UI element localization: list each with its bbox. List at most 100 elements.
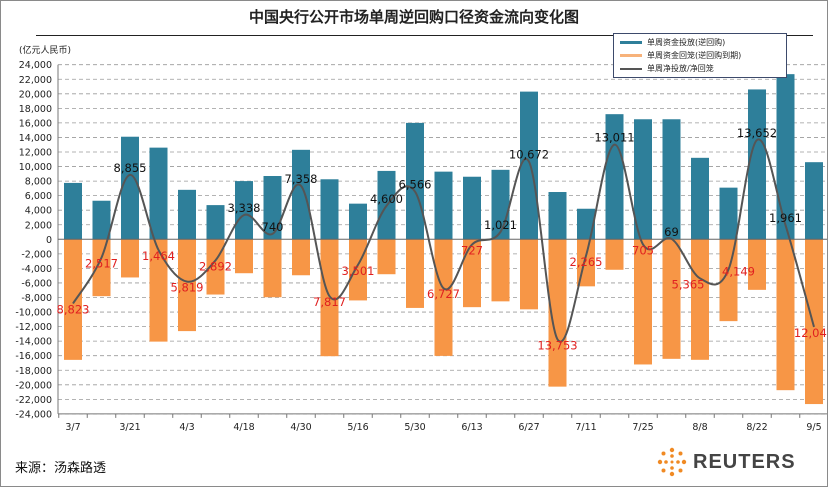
maturity-bar [178, 239, 196, 332]
injection-bar [64, 182, 82, 240]
injection-bar [406, 122, 424, 240]
y-tick-label: 16,000 [19, 118, 52, 129]
net-data-label: 727 [461, 244, 483, 258]
net-line [72, 138, 815, 343]
net-data-label: 8,823 [57, 302, 90, 316]
y-tick-label: -24,000 [15, 409, 52, 420]
reuters-dots-icon [657, 447, 687, 477]
y-tick-label: 18,000 [19, 104, 52, 115]
maturity-bar [805, 239, 823, 405]
reuters-logo: REUTERS [657, 447, 796, 477]
maturity-bar [748, 239, 766, 290]
legend-swatch [620, 67, 642, 70]
net-data-label: 1,961 [769, 211, 802, 225]
maturity-bar [235, 239, 253, 274]
maturity-bar [292, 239, 310, 276]
injection-bar [805, 162, 823, 240]
x-tick-label: 7/25 [632, 422, 653, 433]
injection-bar [292, 149, 310, 240]
injection-bar [548, 192, 567, 240]
y-tick-label: 24,000 [19, 60, 52, 71]
net-data-label: 2,517 [85, 257, 118, 271]
maturity-bar [64, 239, 82, 360]
y-tick-label: -4,000 [21, 264, 52, 275]
net-data-label: 2,265 [570, 255, 603, 269]
y-tick-label: 20,000 [19, 89, 52, 100]
y-tick-label: -18,000 [15, 366, 52, 377]
maturity-bar [691, 239, 709, 360]
maturity-bar [121, 239, 139, 278]
x-tick-label: 8/22 [746, 422, 767, 433]
injection-bar [178, 189, 196, 240]
x-tick-label: 5/16 [347, 422, 368, 433]
net-data-label: 12,047 [794, 326, 827, 340]
y-tick-label: 4,000 [25, 206, 52, 217]
injection-bar [520, 91, 538, 240]
maturity-bar [263, 239, 282, 298]
x-tick-label: 7/11 [575, 422, 596, 433]
y-tick-label: 12,000 [19, 148, 52, 159]
injection-bar [434, 171, 453, 240]
maturity-bar [520, 239, 538, 310]
net-data-label: 6,727 [427, 287, 460, 301]
net-data-label: 8,855 [114, 161, 147, 175]
x-tick-label: 9/5 [806, 422, 821, 433]
maturity-bar [463, 239, 481, 308]
injection-bar [320, 179, 339, 240]
injection-bar [349, 203, 367, 240]
source-note: 来源：汤森路透 [15, 461, 107, 476]
legend-item-injection: 单周资金投放(逆回购) [620, 36, 780, 49]
net-data-label: 4,149 [722, 264, 755, 278]
net-data-label: 1,464 [142, 249, 175, 263]
legend-label: 单周资金投放(逆回购) [647, 38, 726, 47]
maturity-bar [406, 239, 424, 308]
net-data-label: 740 [262, 220, 284, 234]
injection-bar [149, 147, 168, 240]
y-tick-label: 10,000 [19, 162, 52, 173]
chart-title: 中国央行公开市场单周逆回购口径资金流向变化图 [248, 8, 579, 26]
net-data-label: 1,021 [484, 218, 517, 232]
net-data-label: 3,338 [228, 201, 261, 215]
injection-bar [263, 176, 282, 240]
y-tick-label: 2,000 [25, 220, 52, 231]
net-data-label: 7,358 [285, 172, 318, 186]
maturity-bar [719, 239, 738, 322]
injection-bar [605, 114, 624, 240]
y-tick-label: -2,000 [21, 249, 52, 260]
net-data-label: 13,011 [594, 131, 634, 145]
legend: 单周资金投放(逆回购) 单周资金回笼(逆回购到期) 单周净投放/净回笼 [613, 33, 787, 78]
y-tick-label: -6,000 [21, 278, 52, 289]
y-tick-label: 14,000 [19, 133, 52, 144]
y-axis-unit: (亿元人民币) [19, 46, 72, 56]
net-data-label: 5,819 [171, 281, 204, 295]
injection-bar [206, 205, 225, 240]
y-tick-label: -22,000 [15, 395, 52, 406]
injection-bar [121, 136, 139, 240]
injection-bar [691, 157, 709, 240]
x-tick-label: 4/18 [233, 422, 254, 433]
y-tick-label: 22,000 [19, 75, 52, 86]
injection-bar [577, 208, 595, 240]
legend-label: 单周资金回笼(逆回购到期) [647, 51, 742, 60]
net-data-label: 5,365 [672, 277, 705, 291]
injection-bar [235, 181, 253, 240]
maturity-bar [662, 239, 681, 359]
injection-bar [719, 187, 738, 240]
maturity-bar [149, 239, 168, 342]
maturity-bar [776, 239, 795, 391]
x-tick-label: 3/7 [65, 422, 80, 433]
maturity-bar [634, 239, 652, 365]
x-tick-label: 8/8 [692, 422, 707, 433]
x-tick-label: 6/27 [518, 422, 539, 433]
y-tick-label: -10,000 [15, 308, 52, 319]
net-data-label: 69 [664, 225, 679, 239]
net-data-label: 13,753 [537, 338, 577, 352]
y-tick-label: -16,000 [15, 351, 52, 362]
maturity-bar [434, 239, 453, 356]
legend-label: 单周净投放/净回笼 [647, 64, 714, 73]
net-data-label: 2,892 [199, 259, 232, 273]
x-tick-label: 6/13 [461, 422, 482, 433]
injection-bar [776, 74, 795, 240]
title-rule [36, 35, 813, 36]
